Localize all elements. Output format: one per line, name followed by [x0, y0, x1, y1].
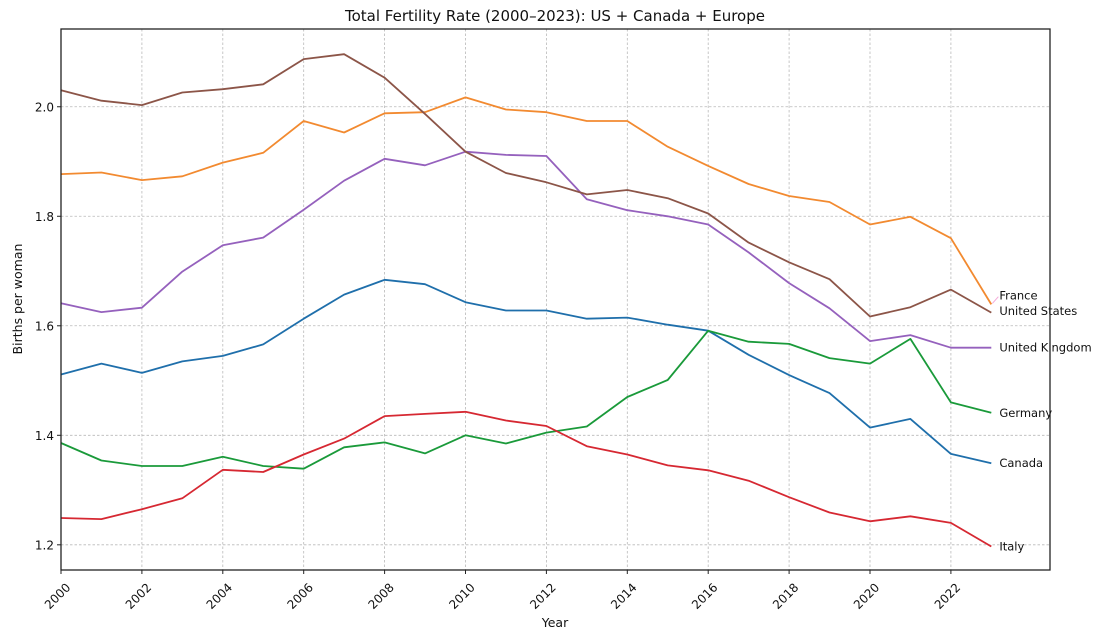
end-label-united-kingdom: United Kingdom: [999, 341, 1091, 355]
annotation-connector: [991, 296, 999, 304]
chart-title: Total Fertility Rate (2000–2023): US + C…: [344, 7, 765, 25]
x-axis-label: Year: [541, 615, 569, 630]
end-label-united-states: United States: [999, 304, 1077, 318]
end-label-canada: Canada: [999, 456, 1043, 470]
y-tick-label: 1.4: [35, 429, 54, 443]
end-label-france: France: [999, 289, 1037, 303]
y-tick-label: 2.0: [35, 100, 54, 114]
plot-frame: [60, 28, 1051, 571]
y-axis-ticks: 1.2 1.4 1.6 1.8 2.0: [35, 100, 61, 552]
series-line-united-states: [60, 53, 992, 318]
series-line-italy: [60, 410, 992, 548]
series-line-canada: [60, 278, 992, 465]
grid: [60, 29, 1050, 570]
series-line-france: [60, 96, 993, 305]
end-label-italy: Italy: [999, 539, 1024, 553]
series-line-united-kingdom: [60, 150, 992, 349]
series-line-germany: [60, 329, 992, 470]
series-lines: [60, 53, 993, 548]
y-tick-label: 1.8: [35, 210, 54, 224]
y-tick-label: 1.2: [35, 538, 54, 552]
y-tick-label: 1.6: [35, 319, 54, 333]
y-axis-label: Births per woman: [10, 244, 25, 355]
end-label-germany: Germany: [999, 406, 1052, 420]
